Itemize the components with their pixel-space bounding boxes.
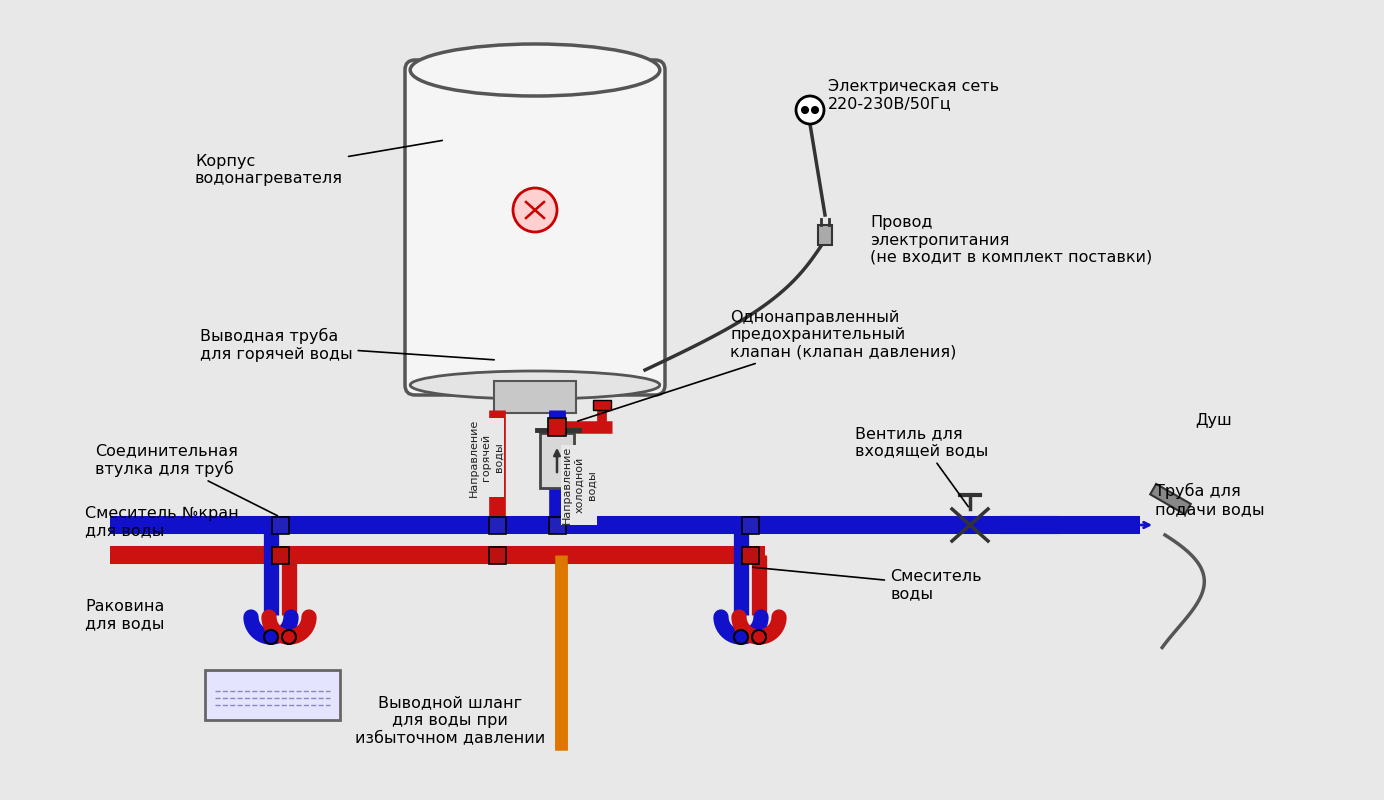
Circle shape: [282, 630, 296, 644]
Bar: [742, 517, 758, 534]
Bar: [489, 517, 505, 534]
Ellipse shape: [410, 371, 660, 399]
Text: Раковина
для воды: Раковина для воды: [84, 598, 165, 631]
Text: Электрическая сеть
220-230В/50Гц: Электрическая сеть 220-230В/50Гц: [828, 78, 999, 111]
Circle shape: [264, 630, 278, 644]
Bar: [818, 225, 832, 245]
Bar: [540, 433, 574, 487]
Circle shape: [513, 188, 556, 232]
Text: Однонаправленный
предохранительный
клапан (клапан давления): Однонаправленный предохранительный клапа…: [577, 310, 956, 421]
Bar: [494, 381, 576, 413]
Circle shape: [734, 630, 747, 644]
Text: Направление
горячей
воды: Направление горячей воды: [469, 418, 504, 497]
Text: Вентиль для
входящей воды: Вентиль для входящей воды: [855, 426, 988, 506]
Circle shape: [752, 630, 765, 644]
Text: Соединительная
втулка для труб: Соединительная втулка для труб: [95, 443, 278, 516]
Bar: [205, 670, 340, 720]
Bar: [548, 418, 566, 436]
Bar: [1150, 484, 1190, 514]
FancyBboxPatch shape: [406, 60, 664, 395]
Bar: [271, 517, 288, 534]
Text: Выводной шланг
для воды при
избыточном давлении: Выводной шланг для воды при избыточном д…: [354, 695, 545, 745]
Text: Направление
холодной
воды: Направление холодной воды: [562, 446, 597, 524]
Text: Выводная труба
для горячей воды: Выводная труба для горячей воды: [201, 328, 494, 362]
Circle shape: [801, 107, 808, 113]
Text: Смеситель №кран
для воды: Смеситель №кран для воды: [84, 506, 239, 538]
Bar: [271, 546, 288, 563]
Bar: [489, 546, 505, 563]
Text: Смеситель
воды: Смеситель воды: [753, 567, 981, 602]
Text: Душ: Душ: [1194, 413, 1232, 427]
Bar: [742, 546, 758, 563]
Bar: [548, 517, 566, 534]
Text: Корпус
водонагревателя: Корпус водонагревателя: [195, 141, 443, 186]
Ellipse shape: [410, 44, 660, 96]
Bar: [592, 400, 610, 410]
Text: Провод
электропитания
(не входит в комплект поставки): Провод электропитания (не входит в компл…: [871, 215, 1153, 265]
Circle shape: [796, 96, 823, 124]
Circle shape: [812, 107, 818, 113]
Text: Труба для
подачи воды: Труба для подачи воды: [1156, 483, 1265, 517]
